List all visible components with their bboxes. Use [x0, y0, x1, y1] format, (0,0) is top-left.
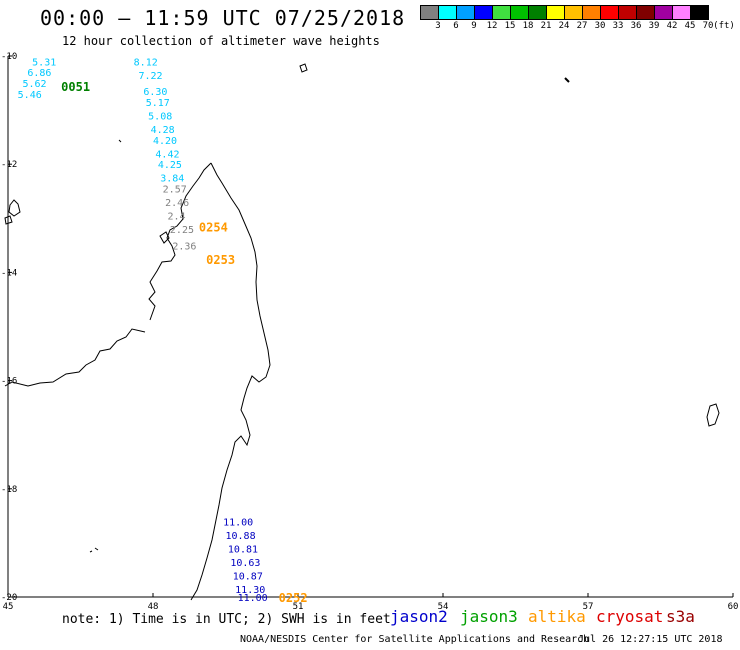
wave-height-label: 2.36 [172, 241, 196, 252]
track-jason3: 5.316.865.625.46 0051 [18, 57, 90, 100]
wave-height-label: 5.31 [32, 57, 56, 68]
wave-height-label: 11.00 [238, 593, 268, 604]
wave-height-label: 8.12 [134, 57, 158, 68]
scale-label: 3 [435, 21, 441, 31]
map-title: 00:00 – 11:59 UTC 07/25/2018 [40, 6, 406, 30]
y-tick-label: -18 [1, 485, 17, 495]
track-time-label: 0252 [279, 591, 308, 605]
wave-height-label: 6.30 [143, 87, 167, 98]
madagascar-coastline [4, 162, 271, 601]
islet [564, 77, 570, 83]
legend-s3a: s3a [666, 607, 695, 626]
scale-label: 36 [630, 21, 642, 31]
wave-height-label: 10.63 [230, 558, 260, 569]
credit-text: NOAA/NESDIS Center for Satellite Applica… [240, 634, 590, 645]
track-time-label: 0051 [61, 80, 90, 94]
legend-altika: altika [528, 607, 586, 626]
track-altika: 8.12 7.22 6.305.17 5.08 4.284.20 4.424.25 3.84… [134, 57, 228, 234]
scale-unit: (ft) [713, 21, 735, 31]
wave-height-label: 2.4 [168, 212, 186, 223]
wave-height-label: 4.28 [151, 125, 175, 136]
wave-height-label: 4.25 [158, 160, 182, 171]
wave-height-label: 5.17 [146, 98, 170, 109]
x-tick-label: 57 [583, 602, 594, 612]
wave-height-label: 10.88 [226, 531, 256, 542]
track-altika: 2.57 2.46 2.4 2.25 2.36 0253 [163, 185, 235, 267]
scale-label: 6 [453, 21, 459, 31]
scale-label: 12 [486, 21, 498, 31]
wave-height-label: 3.84 [160, 174, 184, 185]
wave-height-label: 2.25 [170, 225, 194, 236]
scale-label: 27 [576, 21, 588, 31]
wave-height-label: 7.22 [139, 71, 163, 82]
mauritius-island [706, 403, 720, 427]
x-tick-label: 45 [3, 602, 14, 612]
color-scale-labels: 3 6 9 12 15 18 21 24 27 30 33 36 39 42 45 70 (ft) [420, 21, 740, 35]
wave-height-label: 2.57 [163, 185, 187, 196]
coastline [4, 63, 720, 601]
note-text: note: 1) Time is in UTC; 2) SWH is in fe… [62, 612, 391, 627]
legend-jason3: jason3 [460, 607, 518, 626]
scale-label: 30 [594, 21, 606, 31]
y-tick-label: -20 [1, 593, 17, 603]
y-tick-label: -16 [1, 377, 17, 387]
map-axes: 45 48 51 54 57 60 -10 -12 -14 -16 -18 -20 [1, 52, 738, 612]
color-scale [420, 5, 709, 20]
scale-label: 45 [684, 21, 696, 31]
islet [89, 550, 93, 553]
legend-cryosat: cryosat [596, 607, 664, 626]
track-time-label: 0253 [206, 253, 235, 267]
x-tick-label: 54 [438, 602, 449, 612]
islet [94, 547, 99, 551]
scale-label: 24 [558, 21, 570, 31]
x-tick-label: 51 [293, 602, 304, 612]
wave-height-label: 4.42 [155, 149, 179, 160]
scale-label: 70 [702, 21, 714, 31]
wave-height-label: 5.62 [23, 79, 47, 90]
comoros-island [8, 199, 21, 217]
islet [118, 139, 122, 143]
y-tick-label: -14 [1, 268, 17, 278]
wave-height-label: 6.86 [27, 68, 51, 79]
x-tick-label: 48 [148, 602, 159, 612]
x-tick-label: 60 [728, 602, 739, 612]
scale-label: 18 [522, 21, 534, 31]
scale-label: 33 [612, 21, 624, 31]
altimeter-tracks: 5.316.865.625.46 0051 8.12 7.22 6.305.17 5.08… [18, 57, 308, 605]
timestamp: Jul 26 12:27:15 UTC 2018 [578, 634, 723, 645]
scale-label: 9 [471, 21, 477, 31]
wave-height-label: 10.87 [233, 571, 263, 582]
scale-label: 21 [540, 21, 552, 31]
islet [299, 63, 308, 73]
wave-height-label: 2.46 [165, 198, 189, 209]
map-subtitle: 12 hour collection of altimeter wave hei… [62, 34, 380, 48]
y-tick-label: -12 [1, 160, 17, 170]
scale-label: 39 [648, 21, 660, 31]
track-time-label: 0254 [199, 220, 228, 234]
legend-jason2: jason2 [390, 607, 448, 626]
wave-height-label: 11.00 [223, 517, 253, 528]
wave-height-label: 11.30 [235, 585, 265, 596]
scale-swatch [690, 5, 709, 20]
wave-height-label: 4.20 [153, 136, 177, 147]
nosy-be-island [159, 231, 170, 244]
scale-label: 42 [666, 21, 678, 31]
wave-height-label: 5.46 [18, 90, 42, 101]
wave-height-label: 10.81 [228, 544, 258, 555]
scale-label: 15 [504, 21, 516, 31]
y-tick-label: -10 [1, 52, 17, 62]
wave-height-label: 5.08 [148, 112, 172, 123]
